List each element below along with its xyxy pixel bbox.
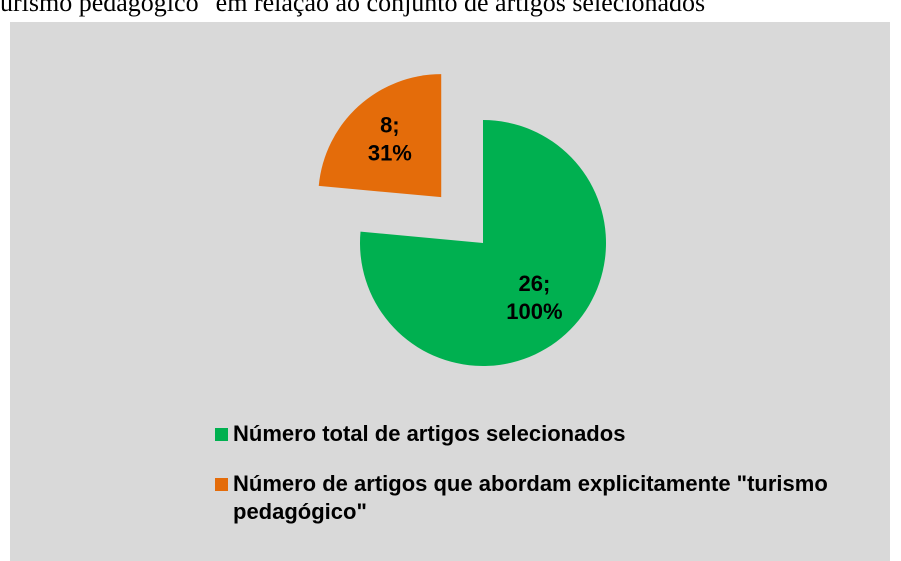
legend-swatch (215, 478, 228, 491)
legend: Número total de artigos selecionados Núme… (215, 420, 855, 548)
pie-slice (359, 120, 606, 367)
data-label: 26; (518, 271, 550, 296)
percent-label: 31% (368, 141, 412, 166)
percent-label: 100% (506, 299, 562, 324)
legend-item: Número de artigos que abordam explicitam… (215, 470, 855, 526)
data-label: 8; (380, 113, 400, 138)
legend-item: Número total de artigos selecionados (215, 420, 855, 448)
legend-swatch (215, 428, 228, 441)
legend-label: Número de artigos que abordam explicitam… (233, 471, 828, 524)
pie-slice (318, 74, 442, 198)
legend-label: Número total de artigos selecionados (233, 421, 626, 446)
chart-title: urismo pedagógico" em relação ao conjunt… (0, 0, 706, 17)
